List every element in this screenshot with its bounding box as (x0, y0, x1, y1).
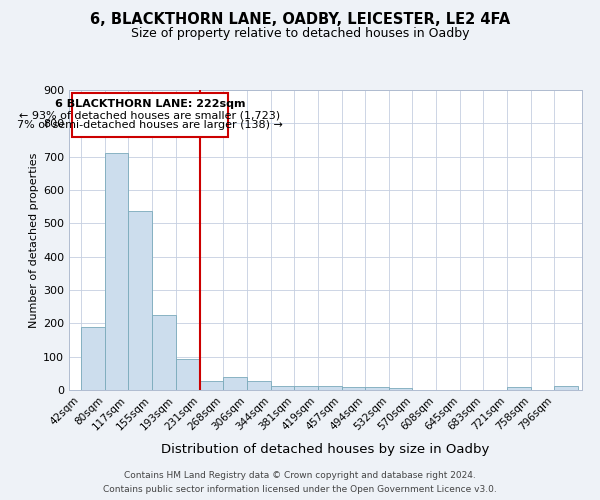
Bar (152, 314, 176, 390)
Y-axis label: Number of detached properties: Number of detached properties (29, 152, 39, 328)
Bar (271, 386, 294, 390)
Bar (128, 210, 152, 390)
Bar (223, 376, 247, 390)
Text: Size of property relative to detached houses in Oadby: Size of property relative to detached ho… (131, 28, 469, 40)
Bar (507, 388, 530, 390)
Bar (294, 386, 317, 390)
FancyBboxPatch shape (72, 94, 228, 138)
Bar (365, 388, 389, 390)
Bar (341, 388, 365, 390)
Text: 6, BLACKTHORN LANE, OADBY, LEICESTER, LE2 4FA: 6, BLACKTHORN LANE, OADBY, LEICESTER, LE… (90, 12, 510, 28)
Bar (81, 326, 105, 390)
Bar (389, 388, 412, 390)
Bar (176, 359, 200, 390)
Bar (247, 381, 271, 390)
Text: Contains HM Land Registry data © Crown copyright and database right 2024.: Contains HM Land Registry data © Crown c… (124, 471, 476, 480)
Bar (317, 386, 341, 390)
Bar (105, 154, 128, 390)
Text: ← 93% of detached houses are smaller (1,723): ← 93% of detached houses are smaller (1,… (19, 110, 281, 120)
Bar (554, 386, 578, 390)
X-axis label: Distribution of detached houses by size in Oadby: Distribution of detached houses by size … (161, 443, 490, 456)
Text: Contains public sector information licensed under the Open Government Licence v3: Contains public sector information licen… (103, 485, 497, 494)
Text: 7% of semi-detached houses are larger (138) →: 7% of semi-detached houses are larger (1… (17, 120, 283, 130)
Bar (200, 380, 223, 390)
Text: 6 BLACKTHORN LANE: 222sqm: 6 BLACKTHORN LANE: 222sqm (55, 100, 245, 110)
